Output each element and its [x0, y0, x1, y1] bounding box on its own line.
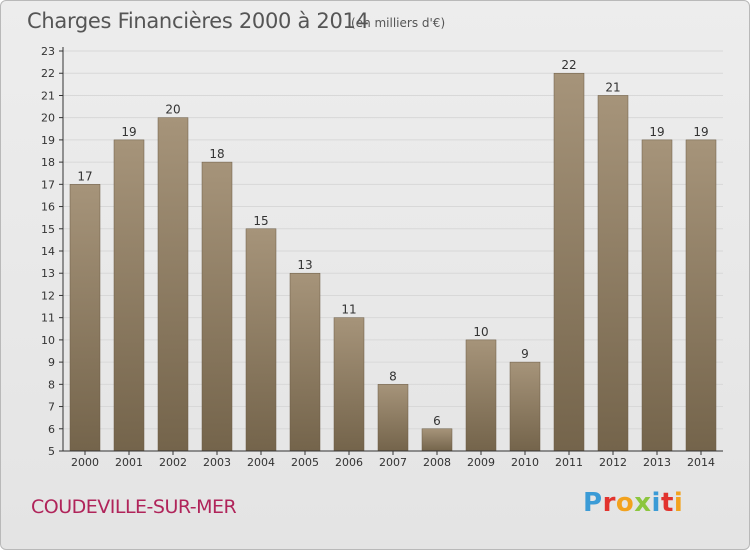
y-tick-label: 10	[41, 334, 55, 347]
y-tick-label: 8	[48, 378, 55, 391]
bar-2004	[245, 228, 277, 452]
y-tick-label: 6	[48, 423, 55, 436]
y-tick-label: 7	[48, 401, 55, 414]
bar-2007	[377, 384, 409, 452]
y-tick-label: 5	[48, 445, 55, 458]
x-tick-label: 2013	[643, 456, 671, 469]
x-tick-label: 2011	[555, 456, 583, 469]
bar-2005	[289, 272, 321, 452]
bar-2009	[465, 339, 497, 452]
y-tick-label: 9	[48, 356, 55, 369]
y-tick-label: 15	[41, 223, 55, 236]
bar-2000	[69, 184, 101, 452]
y-tick-label: 20	[41, 112, 55, 125]
y-tick-label: 22	[41, 67, 55, 80]
x-tick-label: 2006	[335, 456, 363, 469]
data-label-2010: 9	[521, 347, 529, 361]
bar-2003	[201, 161, 233, 452]
x-tick-label: 2012	[599, 456, 627, 469]
x-tick-label: 2001	[115, 456, 143, 469]
data-label-2014: 19	[693, 125, 708, 139]
data-label-2009: 10	[473, 325, 488, 339]
data-label-2008: 6	[433, 414, 441, 428]
x-tick-label: 2004	[247, 456, 275, 469]
bar-2013	[641, 139, 673, 452]
data-label-2005: 13	[297, 258, 312, 272]
data-label-2004: 15	[253, 214, 268, 228]
axes: 5 6 7 8 9 10 11 12 13 14 15 16 17 18 19 20 21 22 23 2000 200…	[41, 45, 723, 469]
y-tick-label: 13	[41, 267, 55, 280]
y-tick-label: 11	[41, 312, 55, 325]
x-tick-label: 2003	[203, 456, 231, 469]
bar-2002	[157, 117, 189, 452]
x-tick-label: 2002	[159, 456, 187, 469]
y-tick-label: 12	[41, 289, 55, 302]
logo-letter: P	[583, 488, 603, 518]
y-tick-label: 21	[41, 89, 55, 102]
x-tick-label: 2005	[291, 456, 319, 469]
y-tick-label: 18	[41, 156, 55, 169]
data-label-2000: 17	[77, 169, 92, 183]
x-tick-label: 2010	[511, 456, 539, 469]
bar-2012	[597, 95, 629, 452]
chart-subtitle: (en milliers d'€)	[351, 16, 446, 30]
y-tick-label: 23	[41, 45, 55, 58]
data-labels: 17 19 20 18 15 13 11 8 6 10 9 22 21 19 19	[77, 58, 708, 428]
logo-letter: o	[615, 488, 635, 518]
data-label-2001: 19	[121, 125, 136, 139]
x-tick-label: 2000	[71, 456, 99, 469]
bar-2001	[113, 139, 145, 452]
x-tick-label: 2008	[423, 456, 451, 469]
y-tick-label: 16	[41, 201, 55, 214]
bar-2008	[421, 428, 453, 452]
logo-letter: i	[651, 488, 661, 518]
data-label-2002: 20	[165, 103, 180, 117]
chart-title: Charges Financières 2000 à 2014	[27, 9, 369, 33]
x-tick-label: 2009	[467, 456, 495, 469]
commune-name: COUDEVILLE-SUR-MER	[31, 496, 237, 518]
x-tick-label: 2007	[379, 456, 407, 469]
logo-letter: r	[602, 488, 616, 518]
bar-2010	[509, 361, 541, 452]
bars	[69, 72, 717, 452]
data-label-2011: 22	[561, 58, 576, 72]
bar-2006	[333, 317, 365, 452]
data-label-2013: 19	[649, 125, 664, 139]
logo-letter: t	[660, 488, 674, 518]
logo-letter: x	[634, 488, 652, 518]
y-tick-label: 14	[41, 245, 55, 258]
logo-letter: i	[673, 488, 684, 518]
bar-2014	[685, 139, 717, 452]
data-label-2006: 11	[341, 303, 356, 317]
data-label-2003: 18	[209, 147, 224, 161]
y-tick-label: 19	[41, 134, 55, 147]
bar-2011	[553, 72, 585, 452]
x-tick-label: 2014	[687, 456, 715, 469]
data-label-2007: 8	[389, 369, 397, 383]
data-label-2012: 21	[605, 80, 620, 94]
y-tick-label: 17	[41, 178, 55, 191]
proxiti-logo[interactable]: Proxiti	[583, 488, 683, 518]
